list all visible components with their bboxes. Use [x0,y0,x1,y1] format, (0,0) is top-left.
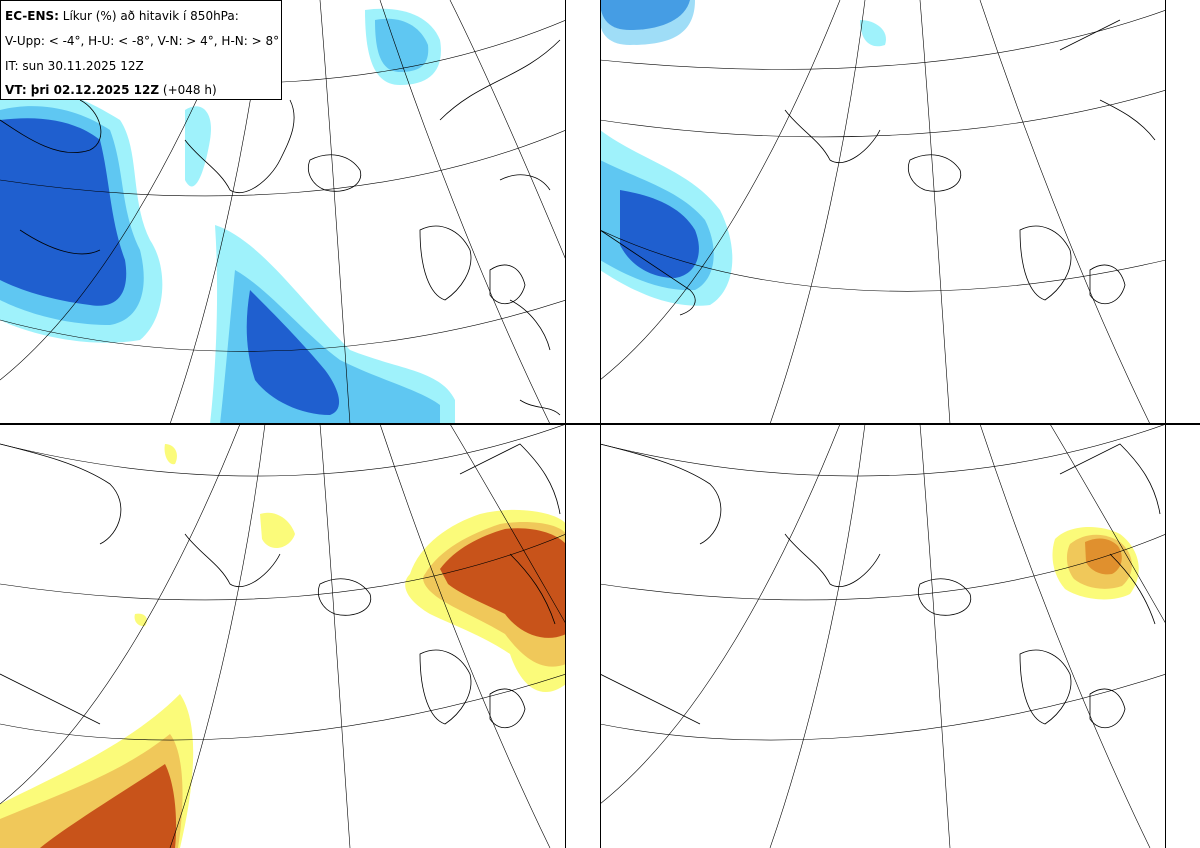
legend-thresholds: V-Upp: < -4°, H-U: < -8°, V-N: > 4°, H-N… [5,34,280,48]
map-cold-strong [600,0,1166,424]
coastlines [0,443,561,729]
map-warm-strong [600,424,1166,848]
prob-area-light [164,444,177,465]
prob-area-high [620,190,699,278]
model-name: EC-ENS: [5,9,59,23]
coastlines [600,19,1156,316]
legend-title-line: EC-ENS: Líkur (%) að hitavik í 850hPa: [5,9,239,23]
coastlines [600,443,1161,729]
panel-divider-vertical-right [600,0,601,848]
prob-area-high [440,528,566,638]
map-panel-warm-strong: 1009565355 [600,424,1166,848]
prob-area-light [260,512,295,549]
prob-area-light [860,20,886,47]
initial-time: IT: sun 30.11.2025 12Z [5,59,144,73]
prob-area-high [246,290,340,415]
lead-time: (+048 h) [162,83,217,97]
valid-time: VT: þri 02.12.2025 12Z [5,83,160,97]
panel-divider-vertical-far [1165,0,1166,848]
prob-area-high [0,118,127,306]
graticule [600,0,1166,424]
graticule [0,424,566,848]
graticule [600,424,1166,848]
coastlines [0,39,561,416]
map-panel-cold-strong: 1009565355 [600,0,1166,424]
map-panel-cold-moderate: 1009565355 [0,0,566,424]
prob-area-light [185,106,211,187]
legend-title: Líkur (%) að hitavik í 850hPa: [62,9,239,23]
prob-area-mid [375,18,429,72]
prob-area-high [1085,538,1122,575]
legend-box: EC-ENS: Líkur (%) að hitavik í 850hPa: V… [0,0,282,100]
prob-area-light [134,613,147,627]
valid-time-line: VT: þri 02.12.2025 12Z (+048 h) [5,83,217,97]
panel-divider-vertical-left [565,0,566,848]
map-panel-warm-moderate: 1009565355 [0,424,566,848]
prob-area-light [600,0,695,45]
map-cold-moderate [0,0,566,424]
prob-area-high [40,764,177,848]
map-warm-moderate [0,424,566,848]
